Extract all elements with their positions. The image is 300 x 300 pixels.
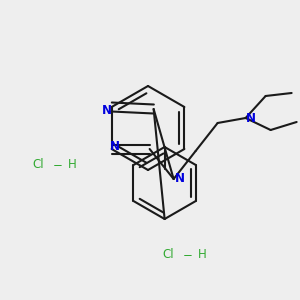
Text: Cl: Cl [32,158,44,172]
Text: N: N [102,103,112,116]
Text: −: − [53,158,63,172]
Text: H: H [198,248,206,262]
Text: N: N [175,172,184,185]
Text: N: N [110,140,120,152]
Text: H: H [68,158,76,172]
Text: N: N [246,112,256,124]
Text: −: − [183,248,193,262]
Text: Cl: Cl [162,248,174,262]
